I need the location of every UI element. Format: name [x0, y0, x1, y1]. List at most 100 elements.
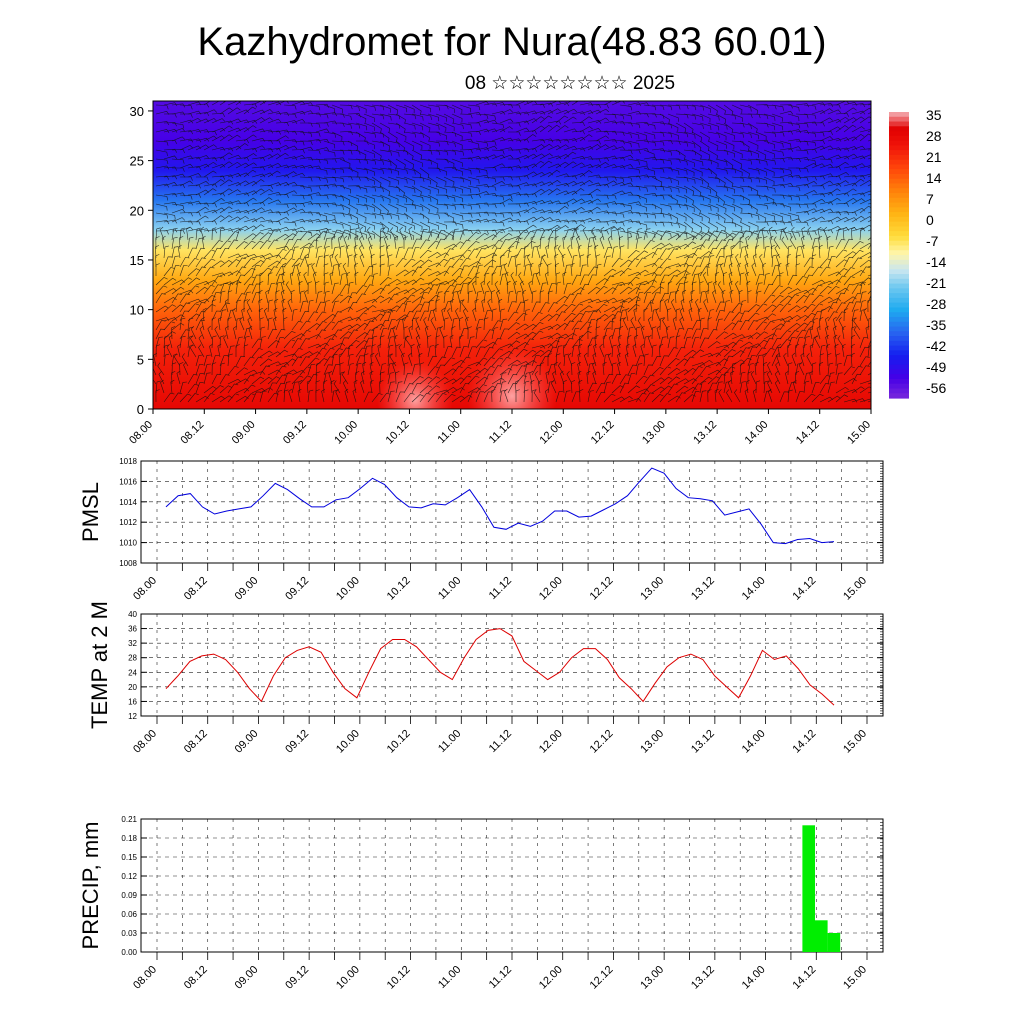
- wind-barb: [783, 226, 789, 241]
- wind-barb: [547, 145, 562, 151]
- wind-barb: [683, 394, 696, 403]
- x-tick-label: 08.00: [131, 728, 159, 756]
- wind-barb: [843, 182, 858, 187]
- wind-barb: [273, 307, 278, 322]
- wind-barb: [507, 382, 518, 394]
- wind-barb: [187, 117, 202, 124]
- wind-barb: [602, 362, 607, 376]
- wind-barb: [707, 158, 719, 168]
- wind-barb: [299, 242, 313, 250]
- wind-barb: [347, 140, 359, 151]
- wind-barb: [315, 122, 329, 127]
- wind-barb: [819, 383, 830, 394]
- wind-barb: [587, 127, 602, 133]
- wind-barb: [763, 320, 775, 331]
- wind-barb: [787, 389, 793, 403]
- wind-barb: [379, 371, 385, 385]
- wind-barb: [744, 253, 749, 268]
- wind-barb: [443, 203, 456, 210]
- wind-barb: [203, 170, 217, 178]
- wind-barb: [851, 326, 856, 340]
- wind-barb: [375, 352, 381, 367]
- wind-barb: [635, 148, 650, 153]
- wind-barb: [472, 280, 477, 295]
- wind-barb: [611, 385, 624, 394]
- wind-barb: [291, 347, 303, 358]
- wind-barb: [491, 221, 505, 227]
- wind-barb: [515, 229, 529, 234]
- wind-barb: [825, 316, 829, 331]
- wind-barb: [499, 239, 510, 250]
- wind-barb: [187, 317, 194, 331]
- wind-barb: [827, 256, 836, 268]
- wind-barb: [827, 226, 842, 232]
- wind-barb: [275, 203, 289, 209]
- colorbar-segment: [889, 345, 909, 351]
- wind-barb: [603, 145, 618, 151]
- wind-barb: [547, 163, 562, 169]
- wind-barb: [515, 101, 530, 106]
- wind-barb: [803, 190, 818, 196]
- x-tick-label: 13.12: [689, 964, 717, 992]
- wind-barb: [491, 212, 505, 218]
- wind-barb: [187, 285, 200, 295]
- wind-barb: [379, 297, 393, 304]
- wind-barb: [555, 183, 570, 187]
- wind-barb: [651, 366, 664, 376]
- wind-barb: [371, 327, 379, 340]
- colorbar-label: -14: [926, 254, 946, 270]
- wind-barb: [803, 293, 814, 304]
- wind-barb: [699, 266, 710, 277]
- wind-barb: [835, 202, 849, 207]
- wind-barb: [651, 121, 665, 126]
- wind-barb: [735, 253, 741, 268]
- wind-barb: [383, 235, 389, 250]
- wind-barb: [459, 167, 472, 175]
- wind-barb: [211, 284, 222, 295]
- wind-barb: [561, 253, 566, 268]
- wind-barb: [747, 149, 759, 158]
- wind-barb: [258, 290, 263, 304]
- wind-barb: [387, 286, 401, 295]
- wind-barb: [779, 272, 784, 286]
- wind-barb: [851, 284, 862, 295]
- colorbar-segment: [889, 178, 909, 185]
- wind-barb: [523, 338, 535, 349]
- wind-barb: [419, 131, 430, 142]
- wind-barb: [587, 206, 601, 214]
- wind-barb: [163, 122, 177, 127]
- wind-barb: [187, 247, 197, 259]
- wind-barb: [435, 393, 447, 403]
- wind-barb: [643, 203, 657, 210]
- wind-barb: [539, 102, 554, 107]
- wind-barb: [672, 316, 677, 331]
- wind-barb: [299, 194, 313, 200]
- wind-barb: [459, 346, 468, 358]
- wind-barb: [800, 352, 805, 367]
- wind-barb: [344, 388, 349, 403]
- wind-barb: [795, 230, 809, 236]
- wind-barb: [491, 163, 506, 169]
- wind-barb: [747, 212, 760, 221]
- wind-barb: [723, 255, 731, 268]
- wind-barb: [283, 228, 298, 233]
- wind-barb: [611, 212, 625, 218]
- wind-barb: [739, 272, 745, 286]
- wind-barb: [355, 371, 360, 385]
- wind-barb: [640, 325, 645, 340]
- wind-barb: [594, 244, 599, 259]
- wind-barb: [595, 108, 610, 115]
- wind-barb: [795, 295, 808, 304]
- wind-barb: [251, 283, 261, 295]
- colorbar-segment: [889, 359, 909, 366]
- wind-barb: [715, 366, 728, 376]
- wind-barb: [467, 229, 481, 234]
- wind-barb: [513, 280, 518, 295]
- wind-barb: [203, 363, 212, 376]
- colorbar-segment: [889, 278, 909, 285]
- wind-barb: [307, 233, 321, 241]
- wind-barb: [163, 193, 178, 198]
- x-tick-label: 10.00: [334, 964, 362, 992]
- wind-barb: [707, 389, 712, 403]
- wind-barb: [195, 228, 210, 233]
